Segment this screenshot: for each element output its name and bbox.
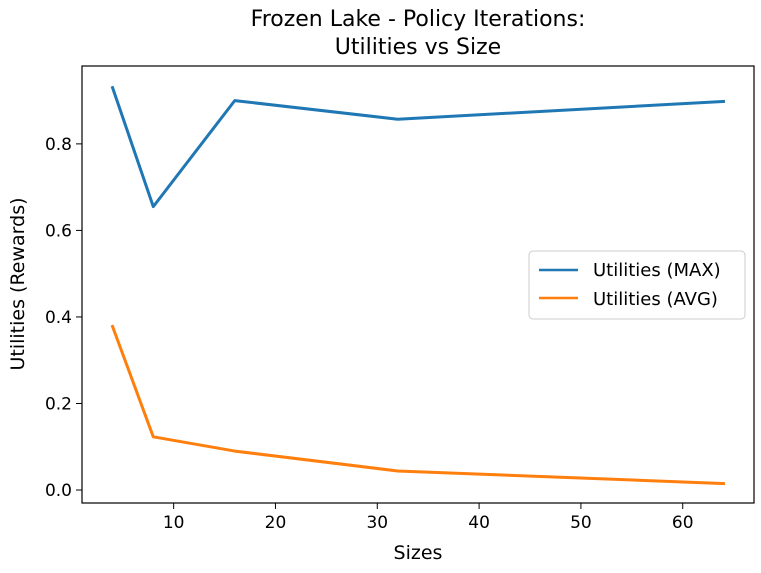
x-tick-label: 30	[366, 513, 388, 533]
y-tick-label: 0.6	[45, 221, 72, 241]
chart-title-line-2: Utilities vs Size	[335, 35, 501, 60]
series-line-avg	[110, 324, 726, 486]
y-tick-label: 0.2	[45, 394, 72, 414]
legend-label-avg: Utilities (AVG)	[593, 289, 718, 310]
legend-label-max: Utilities (MAX)	[593, 260, 721, 281]
plot-frame	[81, 65, 755, 504]
legend-box	[528, 250, 746, 320]
ticks-layer: 10 20 30 40 50 60 0.0 0.2 0.4 0.6 0.8	[45, 135, 694, 533]
y-tick-label: 0.4	[45, 308, 72, 328]
x-tick-label: 40	[468, 513, 490, 533]
x-tick-label: 10	[163, 513, 185, 533]
y-tick-label: 0.8	[45, 135, 72, 155]
x-tick-label: 20	[265, 513, 287, 533]
chart-title-line-1: Frozen Lake - Policy Iterations:	[251, 7, 586, 32]
x-axis-label: Sizes	[394, 542, 443, 564]
series-line-max	[110, 85, 726, 209]
x-tick-label: 50	[570, 513, 592, 533]
lines-layer	[110, 85, 726, 486]
legend: Utilities (MAX) Utilities (AVG)	[528, 250, 746, 320]
y-axis-label: Utilities (Rewards)	[7, 197, 29, 370]
y-tick-label: 0.0	[45, 481, 72, 501]
x-tick-label: 60	[672, 513, 694, 533]
